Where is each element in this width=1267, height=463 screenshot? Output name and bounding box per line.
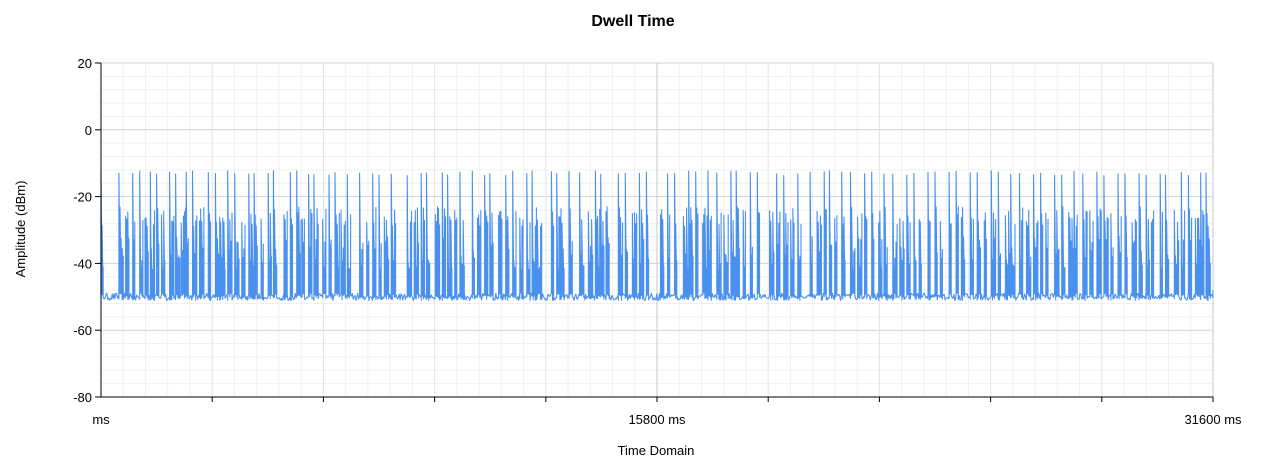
chart-title: Dwell Time (591, 13, 674, 30)
series-line (100, 170, 1214, 302)
y-axis-label: Amplitude (dBm) (13, 181, 28, 278)
x-ticks: ms 15800 ms 31600 ms (92, 397, 1242, 427)
y-tick-label: -80 (73, 390, 92, 405)
y-tick-label: 20 (78, 56, 92, 71)
y-tick-label: 0 (85, 123, 92, 138)
series-amplitude (100, 170, 1214, 302)
y-ticks: -80 -60 -40 -20 0 20 (73, 56, 101, 405)
y-tick-label: -40 (73, 256, 92, 271)
y-tick-label: -60 (73, 323, 92, 338)
y-tick-label: -20 (73, 190, 92, 205)
x-tick-label: 31600 ms (1184, 412, 1242, 427)
x-tick-label: 15800 ms (628, 412, 686, 427)
x-tick-label: ms (92, 412, 110, 427)
x-axis-label: Time Domain (618, 443, 695, 458)
